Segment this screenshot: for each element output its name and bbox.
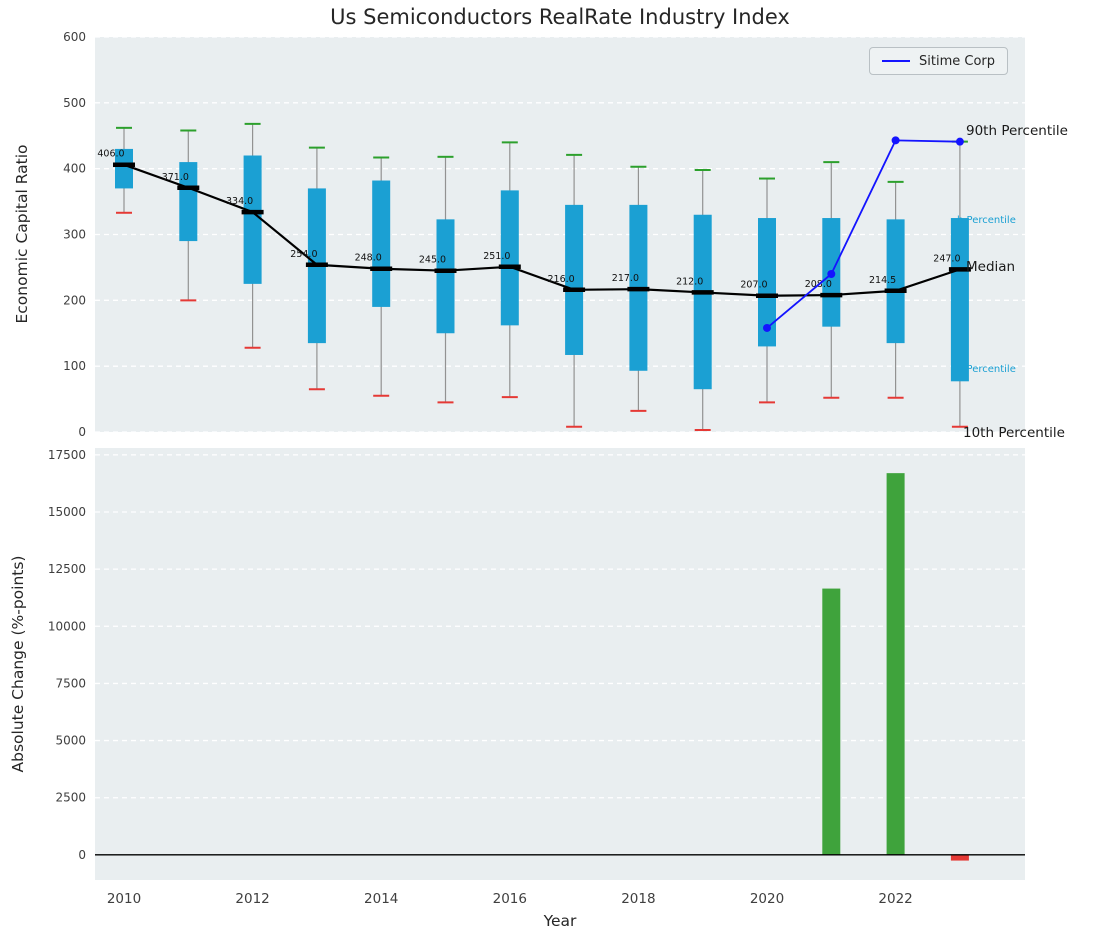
x-tick-label: 2022 bbox=[878, 891, 912, 907]
iqr-box bbox=[950, 218, 969, 382]
change-bar bbox=[950, 854, 969, 861]
x-axis-label: Year bbox=[543, 912, 577, 930]
legend-line-sample bbox=[882, 60, 910, 62]
median-value-label: 247.0 bbox=[933, 253, 960, 264]
x-tick-label: 2016 bbox=[493, 891, 527, 907]
top-y-tick-label: 300 bbox=[63, 228, 86, 242]
iqr-box bbox=[565, 204, 584, 355]
top-y-tick-label: 600 bbox=[63, 30, 86, 44]
iqr-box bbox=[693, 214, 712, 390]
iqr-box bbox=[886, 219, 905, 344]
bottom-y-tick-label: 17500 bbox=[48, 448, 86, 462]
median-value-label: 371.0 bbox=[162, 172, 189, 183]
iqr-box bbox=[243, 155, 262, 284]
sitime-line bbox=[766, 139, 960, 329]
bottom-y-tick-label: 7500 bbox=[55, 676, 86, 690]
median-value-label: 214.5 bbox=[869, 275, 896, 286]
sitime-marker bbox=[955, 137, 964, 146]
annotation-90th-percentile: 90th Percentile bbox=[966, 123, 1068, 139]
iqr-box bbox=[179, 162, 198, 242]
bottom-y-axis-label: Absolute Change (%-points) bbox=[9, 555, 27, 773]
iqr-box bbox=[436, 219, 455, 334]
legend: Sitime Corp bbox=[869, 47, 1008, 75]
top-y-tick-label: 100 bbox=[63, 359, 86, 373]
change-bar bbox=[886, 473, 905, 855]
bottom-y-tick-label: 5000 bbox=[55, 734, 86, 748]
x-tick-label: 2014 bbox=[364, 891, 398, 907]
annotation-median: Median bbox=[966, 259, 1016, 275]
bottom-y-tick-label: 0 bbox=[78, 848, 86, 862]
x-tick-label: 2010 bbox=[107, 891, 141, 907]
median-value-label: 216.0 bbox=[547, 274, 574, 285]
legend-label: Sitime Corp bbox=[919, 53, 995, 69]
median-value-label: 254.0 bbox=[290, 249, 317, 260]
bottom-y-tick-label: 15000 bbox=[48, 505, 86, 519]
x-tick-label: 2012 bbox=[235, 891, 269, 907]
median-value-label: 248.0 bbox=[355, 253, 382, 264]
iqr-box bbox=[758, 218, 776, 347]
median-value-label: 406.0 bbox=[97, 149, 124, 160]
bottom-y-tick-label: 10000 bbox=[48, 619, 86, 633]
top-y-tick-label: 400 bbox=[63, 162, 86, 176]
bottom-axes-background bbox=[95, 448, 1025, 880]
chart-title: Us Semiconductors RealRate Industry Inde… bbox=[330, 5, 790, 29]
top-y-axis-label: Economic Capital Ratio bbox=[13, 144, 31, 324]
iqr-box bbox=[500, 190, 519, 326]
top-y-tick-label: 0 bbox=[78, 425, 86, 439]
bottom-y-tick-label: 2500 bbox=[55, 791, 86, 805]
median-value-label: 207.0 bbox=[740, 280, 767, 291]
sitime-marker bbox=[763, 323, 771, 332]
sitime-marker bbox=[827, 270, 836, 278]
top-y-tick-label: 500 bbox=[63, 96, 86, 110]
annotation-75th-percentile: h Percentile bbox=[957, 215, 1016, 226]
median-value-label: 212.0 bbox=[676, 276, 703, 287]
change-bar bbox=[822, 588, 841, 855]
x-tick-label: 2020 bbox=[750, 891, 784, 907]
bottom-y-tick-label: 12500 bbox=[48, 562, 86, 576]
annotation-10th-percentile: 10th Percentile bbox=[963, 425, 1065, 441]
median-value-label: 251.0 bbox=[483, 251, 510, 262]
median-value-label: 334.0 bbox=[226, 196, 253, 207]
annotation-25th-percentile: h Percentile bbox=[957, 364, 1016, 375]
median-value-label: 245.0 bbox=[419, 255, 446, 266]
iqr-box bbox=[372, 180, 391, 307]
x-tick-label: 2018 bbox=[621, 891, 655, 907]
median-value-label: 217.0 bbox=[612, 273, 639, 284]
top-y-tick-label: 200 bbox=[63, 293, 86, 307]
iqr-box bbox=[115, 148, 133, 189]
sitime-marker bbox=[891, 136, 900, 145]
